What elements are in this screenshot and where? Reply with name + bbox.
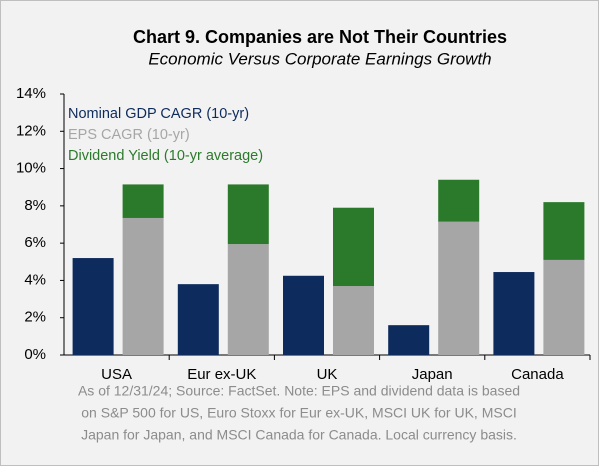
bar	[72, 258, 114, 355]
bar	[438, 221, 480, 355]
y-tick-label: 14%	[16, 85, 46, 102]
bar	[493, 272, 535, 355]
bar	[333, 286, 374, 355]
bar	[333, 207, 374, 287]
x-tick-label: Canada	[511, 366, 564, 383]
y-tick-label: 8%	[24, 197, 46, 214]
y-tick-label: 0%	[24, 346, 46, 363]
bar	[283, 275, 324, 355]
note: on S&P 500 for US, Euro Stoxx for Eur ex…	[81, 405, 516, 421]
bar	[438, 179, 480, 222]
bar	[388, 325, 430, 355]
legend-label: EPS CAGR (10-yr)	[68, 127, 190, 143]
x-tick-label: Japan	[412, 366, 453, 383]
y-tick-label: 4%	[24, 271, 46, 288]
bar	[177, 284, 219, 355]
bar	[122, 217, 164, 355]
bar	[227, 184, 269, 245]
chart-subtitle: Economic Versus Corporate Earnings Growt…	[148, 49, 491, 68]
bar	[122, 184, 164, 218]
y-tick-label: 2%	[24, 309, 46, 326]
chart-title: Chart 9. Companies are Not Their Countri…	[133, 27, 507, 47]
y-tick-label: 6%	[24, 234, 46, 251]
bar	[543, 202, 585, 260]
y-tick-label: 12%	[16, 122, 46, 139]
y-tick-label: 10%	[16, 160, 46, 177]
note: As of 12/31/24; Source: FactSet. Note: E…	[78, 383, 520, 399]
x-tick-label: UK	[317, 366, 338, 383]
legend-label: Dividend Yield (10-yr average)	[68, 148, 263, 164]
note: Japan for Japan, and MSCI Canada for Can…	[81, 427, 517, 443]
bar	[543, 259, 585, 355]
bar	[227, 244, 269, 355]
x-tick-label: USA	[101, 366, 132, 383]
legend-label: Nominal GDP CAGR (10-yr)	[68, 106, 249, 122]
x-tick-label: Eur ex-UK	[187, 366, 256, 383]
